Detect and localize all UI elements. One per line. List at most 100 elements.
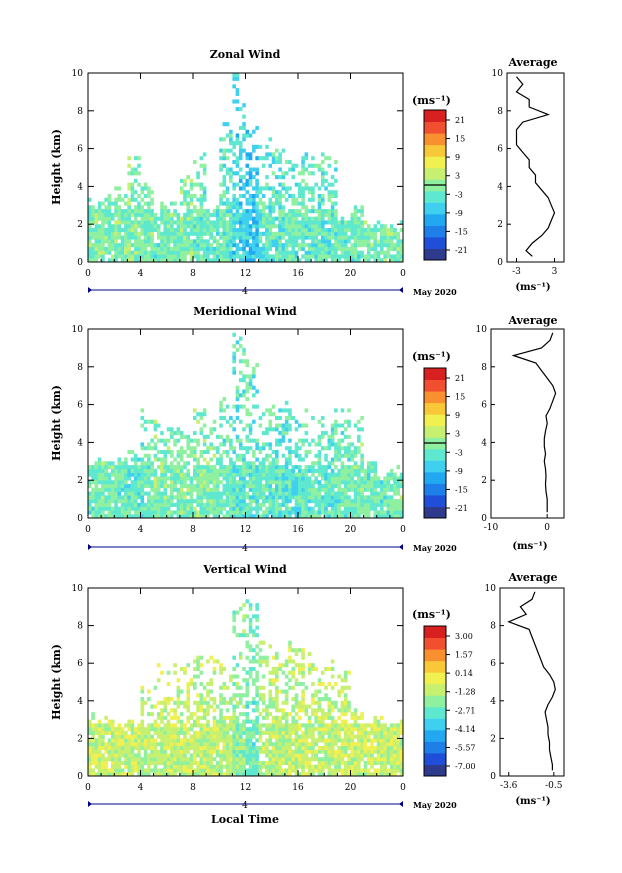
heatmap-cell — [291, 495, 296, 500]
heatmap-cell — [222, 227, 227, 233]
heatmap-cell — [353, 514, 358, 519]
heatmap-cell — [206, 742, 210, 747]
heatmap-cell — [173, 487, 177, 492]
heatmap-cell — [268, 205, 273, 210]
heatmap-cell — [140, 700, 145, 705]
heatmap-cell — [170, 723, 174, 728]
heatmap-cell — [104, 495, 108, 500]
heatmap-cell — [268, 483, 273, 489]
heatmap-cell — [189, 476, 194, 481]
heatmap-cell — [337, 480, 341, 485]
heatmap-cell — [261, 502, 266, 507]
heatmap-cell — [156, 757, 161, 762]
heatmap-cell — [199, 483, 204, 489]
heatmap-cell — [232, 419, 236, 424]
heatmap-cell — [307, 772, 312, 777]
heatmap-cell — [301, 224, 305, 229]
colorbar-tick-label: 15 — [455, 135, 465, 144]
heatmap-cell — [176, 727, 181, 732]
heatmap-cell — [202, 760, 207, 766]
heatmap-cell — [101, 742, 105, 747]
heatmap-cell — [281, 499, 286, 504]
heatmap-cell — [275, 159, 279, 165]
heatmap-cell — [334, 506, 338, 511]
heatmap-cell — [389, 514, 394, 519]
heatmap-cell — [219, 753, 223, 758]
heatmap-cell — [255, 674, 259, 679]
heatmap-cell — [133, 156, 138, 161]
heatmap-cell — [268, 689, 273, 694]
heatmap-cell — [193, 431, 197, 436]
heatmap-cell — [314, 163, 318, 168]
heatmap-cell — [94, 224, 99, 229]
heatmap-cell — [196, 510, 200, 515]
heatmap-cell — [347, 423, 351, 428]
heatmap-cell — [176, 465, 181, 470]
heatmap-cell — [301, 670, 305, 675]
heatmap-cell — [360, 220, 364, 225]
heatmap-cell — [255, 514, 259, 519]
heatmap-cell — [357, 483, 361, 489]
heatmap-cell — [343, 745, 348, 750]
heatmap-cell — [193, 760, 197, 766]
heatmap-cell — [160, 209, 164, 214]
heatmap-cell — [242, 772, 246, 777]
heatmap-cell — [160, 231, 164, 236]
heatmap-cell — [393, 235, 397, 240]
heatmap-cell — [235, 704, 240, 709]
heatmap-cell — [268, 427, 273, 432]
heatmap-cell — [301, 738, 305, 743]
heatmap-cell — [353, 212, 358, 217]
heatmap-cell — [320, 772, 325, 777]
heatmap-cell — [324, 685, 328, 690]
heatmap-cell — [202, 476, 207, 481]
heatmap-cell — [219, 738, 223, 743]
heatmap-cell — [396, 465, 401, 470]
heatmap-cell — [183, 514, 187, 519]
heatmap-cell — [140, 220, 145, 225]
heatmap-cell — [248, 670, 253, 675]
heatmap-cell — [301, 697, 305, 702]
heatmap-cell — [304, 753, 309, 758]
heatmap-cell — [147, 730, 151, 735]
heatmap-cell — [311, 415, 315, 421]
heatmap-cell — [255, 753, 259, 758]
heatmap-cell — [179, 700, 184, 705]
heatmap-cell — [317, 193, 322, 199]
heatmap-cell — [232, 674, 236, 679]
heatmap-cell — [206, 250, 210, 255]
heatmap-cell — [281, 772, 286, 777]
heatmap-cell — [133, 258, 138, 263]
heatmap-cell — [268, 697, 273, 702]
heatmap-cell — [209, 243, 213, 248]
heatmap-cell — [127, 719, 131, 724]
heatmap-cell — [317, 734, 322, 739]
heatmap-cell — [186, 510, 191, 515]
heatmap-cell — [88, 745, 92, 750]
heatmap-cell — [153, 510, 158, 515]
heatmap-cell — [281, 434, 286, 439]
heatmap-cell — [281, 734, 286, 739]
heatmap-cell — [88, 235, 92, 240]
heatmap-cell — [193, 224, 197, 229]
heatmap-cell — [156, 753, 161, 758]
heatmap-cell — [242, 246, 246, 251]
heatmap-cell — [258, 712, 263, 717]
heatmap-cell — [284, 742, 289, 747]
heatmap-cell — [212, 772, 217, 777]
heatmap-cell — [370, 480, 374, 485]
heatmap-cell — [199, 487, 204, 492]
heatmap-cell — [265, 708, 269, 713]
heatmap-cell — [265, 730, 269, 735]
heatmap-cell — [219, 757, 223, 762]
date-label: May 2020 — [413, 543, 457, 553]
heatmap-cell — [396, 514, 401, 519]
heatmap-cell — [235, 393, 240, 398]
heatmap-cell — [130, 764, 135, 769]
heatmap-cell — [206, 764, 210, 769]
heatmap-cell — [110, 491, 115, 496]
heatmap-cell — [229, 742, 233, 747]
heatmap-cell — [199, 480, 204, 485]
heatmap-cell — [245, 682, 250, 687]
heatmap-cell — [202, 457, 207, 462]
